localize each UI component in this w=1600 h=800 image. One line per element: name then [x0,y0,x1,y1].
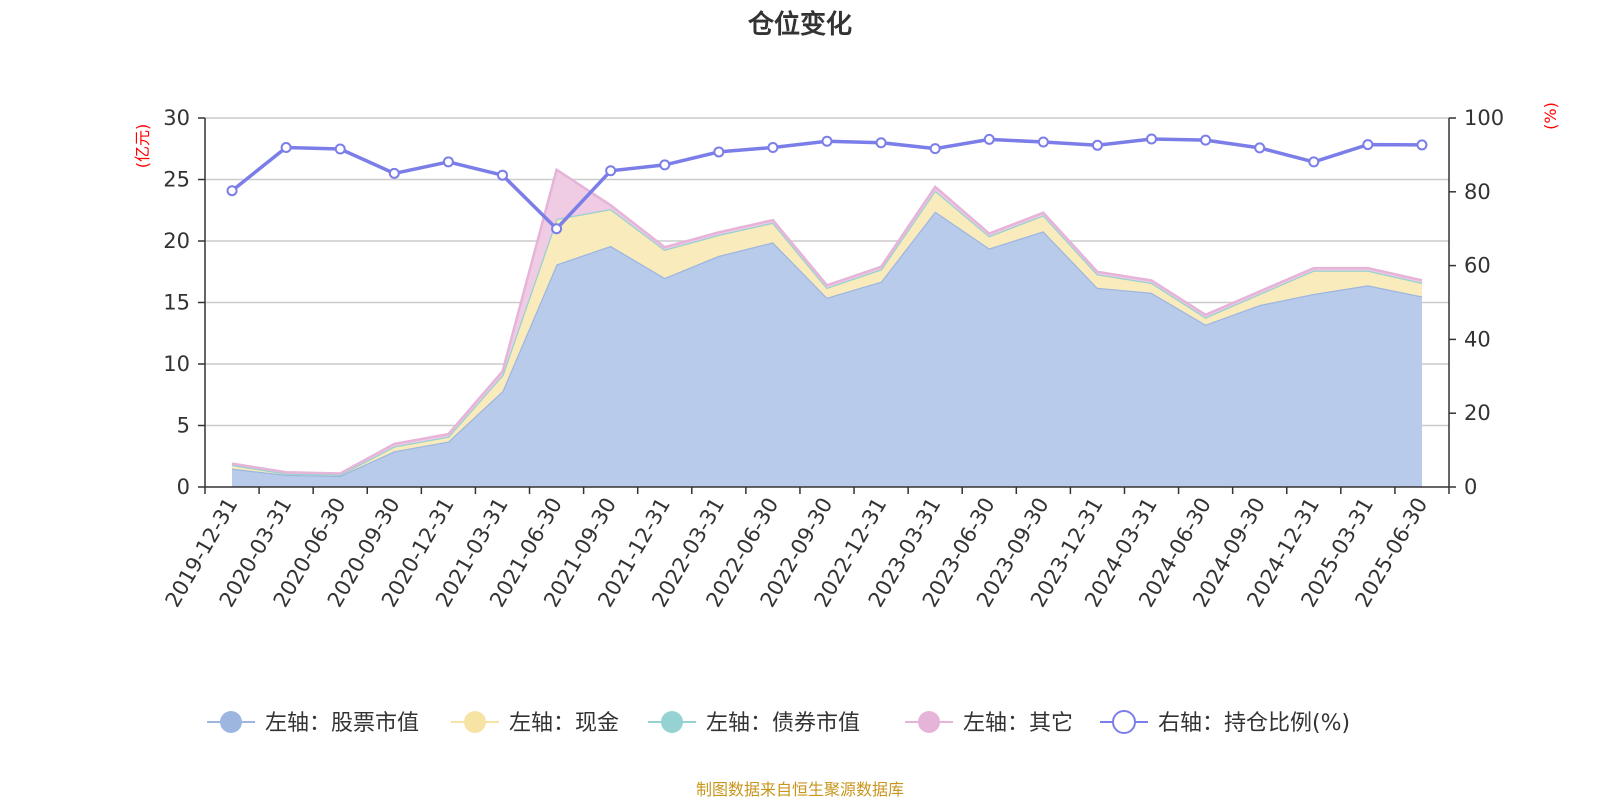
right-axis-tick-label: 20 [1464,401,1491,425]
ratio-point [334,143,346,155]
right-axis-tick-label: 100 [1464,106,1504,130]
area-0 [232,211,1422,487]
right-axis-unit: (%) [1541,102,1560,130]
ratio-point [1091,139,1103,151]
left-axis-tick-label: 20 [163,229,190,253]
legend-item: 左轴：股票市值 [207,711,419,736]
ratio-point [983,133,995,145]
legend-item: 右轴：持仓比例(%) [1100,710,1350,736]
area-edge-line [231,167,1423,475]
ratio-point [875,137,887,149]
left-axis-tick-label: 10 [163,352,190,376]
ratio-point [442,156,454,168]
right-axis-tick-label: 60 [1464,254,1491,278]
ratio-point [767,142,779,154]
ratio-point [605,165,617,177]
ratio-point [713,146,725,158]
legend-marker [661,711,683,733]
ratio-point [1362,139,1374,151]
legend-label: 左轴：股票市值 [265,711,419,736]
right-axis-tick-label: 0 [1464,475,1477,499]
legend-item: 左轴：现金 [451,711,619,736]
legend-item: 左轴：债券市值 [648,711,860,736]
ratio-point [280,142,292,154]
ratio-point [1200,134,1212,146]
legend-item: 左轴：其它 [905,711,1073,736]
ratio-point [821,135,833,147]
ratio-point [388,167,400,179]
legend-label: 左轴：现金 [509,711,619,736]
ratio-point [1254,142,1266,154]
left-axis-tick-label: 0 [177,475,190,499]
legend-marker [918,711,940,733]
ratio-point [929,143,941,155]
data-source-note: 制图数据来自恒生聚源数据库 [696,780,904,799]
ratio-point [659,159,671,171]
ratio-point [496,169,508,181]
left-axis-unit: (亿元) [133,124,152,169]
right-axis-tick-label: 80 [1464,180,1491,204]
right-axis-tick-label: 40 [1464,327,1491,351]
ratio-point [1416,139,1428,151]
legend: 左轴：股票市值 左轴：现金 左轴：债券市值 左轴：其它 右轴：持仓比例(%) [207,710,1350,736]
ratio-point [1037,136,1049,148]
left-axis-tick-label: 15 [163,291,190,315]
left-axis-tick-label: 25 [163,168,190,192]
ratio-line [230,137,1423,232]
ratio-point [1308,156,1320,168]
legend-marker [220,711,242,733]
legend-marker [1112,710,1136,734]
legend-label: 左轴：债券市值 [706,711,860,736]
left-axis-tick-label: 30 [163,106,190,130]
ratio-point [1146,133,1158,145]
ratio-point [551,223,563,235]
ratio-line-series [226,133,1428,235]
legend-label: 左轴：其它 [963,711,1073,736]
legend-marker [464,711,486,733]
ratio-point [226,185,238,197]
left-axis-tick-label: 5 [177,414,190,438]
legend-label: 右轴：持仓比例(%) [1158,711,1350,736]
chart-title: 仓位变化 [747,9,852,40]
area-series [231,167,1423,487]
